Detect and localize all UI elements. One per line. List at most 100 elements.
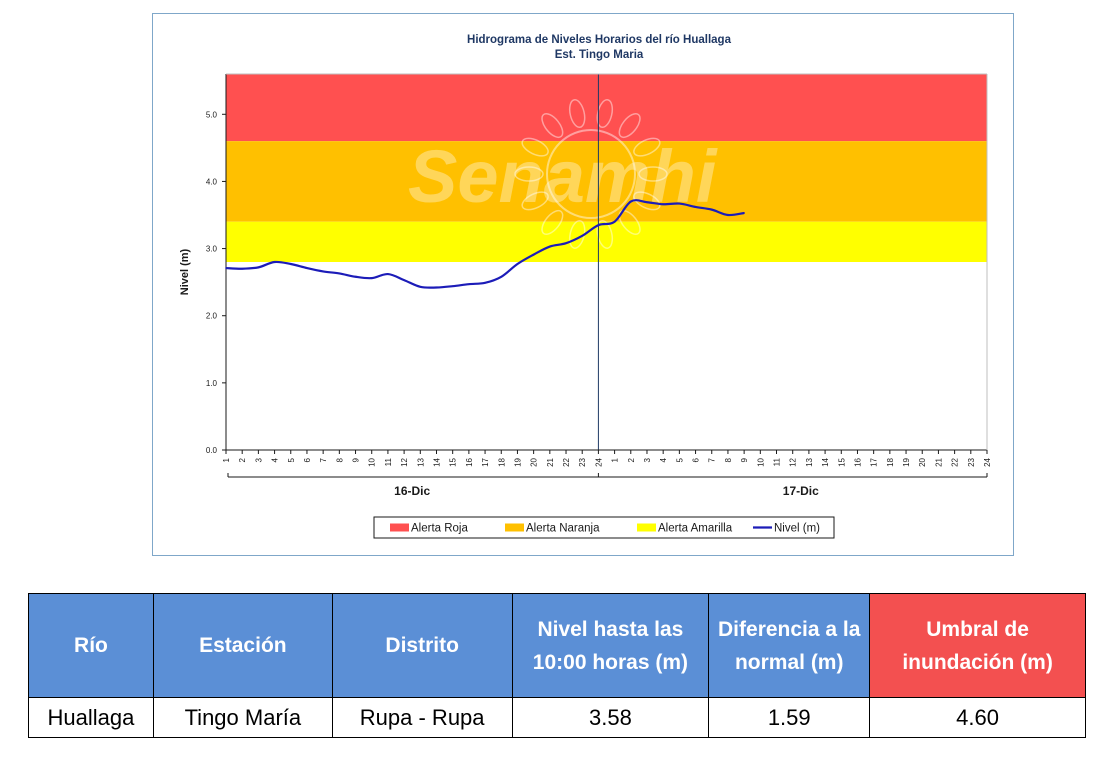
data-point: [597, 224, 600, 226]
y-tick-label: 5.0: [206, 110, 218, 119]
data-point: [306, 267, 308, 269]
legend-box: [373, 516, 835, 539]
x-hour-label: 17: [870, 457, 879, 466]
x-hour-label: 13: [416, 457, 425, 466]
data-point: [629, 200, 632, 203]
data-point: [387, 273, 389, 275]
x-hour-label: 18: [886, 457, 895, 466]
data-point: [403, 279, 405, 281]
x-hour-label: 20: [530, 457, 539, 466]
watermark-ray: [633, 137, 661, 157]
x-hour-label: 4: [659, 457, 668, 462]
watermark-ray: [521, 137, 549, 157]
legend-label: Alerta Amarilla: [658, 523, 733, 535]
watermark-ray: [618, 209, 641, 236]
data-point: [468, 283, 470, 285]
alert-band-2: [226, 221, 987, 262]
x-hour-label: 12: [789, 457, 798, 466]
cell-distrito: Rupa - Rupa: [331, 697, 513, 738]
watermark-ray: [541, 112, 564, 139]
header-estacion: Estación: [152, 593, 333, 698]
x-hour-label: 6: [692, 457, 701, 462]
cell-rio: Huallaga: [28, 697, 154, 738]
header-nivel: Nivel hasta las 10:00 horas (m): [511, 593, 710, 698]
x-hour-label: 2: [627, 457, 636, 462]
table-row: Huallaga Tingo María Rupa - Rupa 3.58 1.…: [28, 697, 1086, 738]
x-hour-label: 1: [611, 457, 620, 462]
data-point: [451, 285, 454, 287]
station-table: Río Estación Distrito Nivel hasta las 10…: [28, 593, 1086, 738]
hydrograph-chart: Hidrograma de Niveles Horarios del río H…: [152, 13, 1014, 556]
data-point: [338, 272, 341, 275]
x-hour-label: 22: [951, 457, 960, 466]
x-hour-label: 15: [837, 457, 846, 466]
y-axis-title: Nivel (m): [179, 248, 191, 295]
data-point: [484, 282, 486, 284]
data-point: [354, 275, 357, 278]
y-tick-label: 0.0: [206, 446, 218, 455]
header-distrito: Distrito: [331, 593, 513, 698]
data-point: [516, 263, 519, 265]
legend-swatch: [637, 523, 656, 532]
watermark-ray: [541, 209, 564, 236]
data-point: [532, 253, 535, 256]
watermark-text: Senamhi: [408, 135, 718, 218]
cell-estacion: Tingo María: [152, 697, 333, 738]
x-hour-label: 10: [368, 457, 377, 466]
x-hour-label: 23: [578, 457, 587, 466]
chart-subtitle: Est. Tingo Maria: [555, 49, 644, 61]
data-point: [694, 206, 697, 208]
table-header-row: Río Estación Distrito Nivel hasta las 10…: [28, 593, 1086, 698]
x-hour-label: 13: [805, 457, 814, 466]
x-hour-label: 10: [756, 457, 765, 466]
x-hour-label: 14: [821, 457, 830, 466]
watermark-ray: [521, 191, 549, 211]
watermark-ray: [633, 191, 661, 211]
data-point: [678, 202, 681, 205]
data-point: [581, 235, 584, 237]
header-umbral: Umbral de inundación (m): [869, 593, 1086, 698]
x-hour-label: 3: [254, 457, 263, 462]
data-point: [549, 245, 551, 248]
x-hour-label: 20: [918, 457, 927, 466]
chart-title: Hidrograma de Niveles Horarios del río H…: [467, 34, 732, 46]
x-hour-label: 14: [432, 457, 441, 466]
data-point: [435, 286, 438, 289]
watermark-ray: [568, 99, 586, 129]
watermark-ray: [638, 166, 668, 182]
x-hour-label: 3: [643, 457, 652, 462]
data-point: [710, 208, 713, 211]
chart-canvas: Hidrograma de Niveles Horarios del río H…: [179, 34, 992, 539]
x-hour-label: 7: [708, 457, 717, 462]
x-hour-label: 11: [384, 457, 393, 466]
data-point: [370, 277, 373, 279]
data-point: [613, 220, 616, 223]
watermark-ray: [618, 112, 641, 139]
legend-swatch: [390, 523, 409, 532]
data-point: [646, 201, 648, 204]
data-point: [257, 266, 260, 269]
alert-band-1: [226, 141, 987, 222]
x-hour-label: 9: [352, 457, 361, 462]
x-hour-label: 24: [594, 457, 603, 466]
x-hour-label: 1: [222, 457, 231, 462]
data-point: [225, 267, 227, 269]
x-hour-label: 5: [287, 457, 296, 462]
cell-umbral: 4.60: [869, 697, 1086, 738]
cell-nivel: 3.58: [511, 697, 710, 738]
watermark-sun-logo: [546, 129, 636, 219]
legend-swatch: [505, 523, 524, 532]
x-hour-label: 2: [238, 457, 247, 462]
data-point: [273, 261, 276, 263]
x-day-label: 16-Dic: [394, 484, 430, 498]
x-hour-label: 16: [465, 457, 474, 466]
y-tick-label: 3.0: [206, 245, 218, 254]
x-hour-label: 21: [546, 457, 555, 466]
legend-label: Nivel (m): [774, 523, 820, 535]
y-tick-label: 4.0: [206, 177, 218, 186]
x-hour-label: 4: [271, 457, 280, 462]
alert-band-0: [226, 74, 987, 142]
legend-label: Alerta Roja: [411, 523, 468, 535]
x-hour-label: 19: [902, 457, 911, 466]
watermark-ray: [514, 166, 544, 182]
